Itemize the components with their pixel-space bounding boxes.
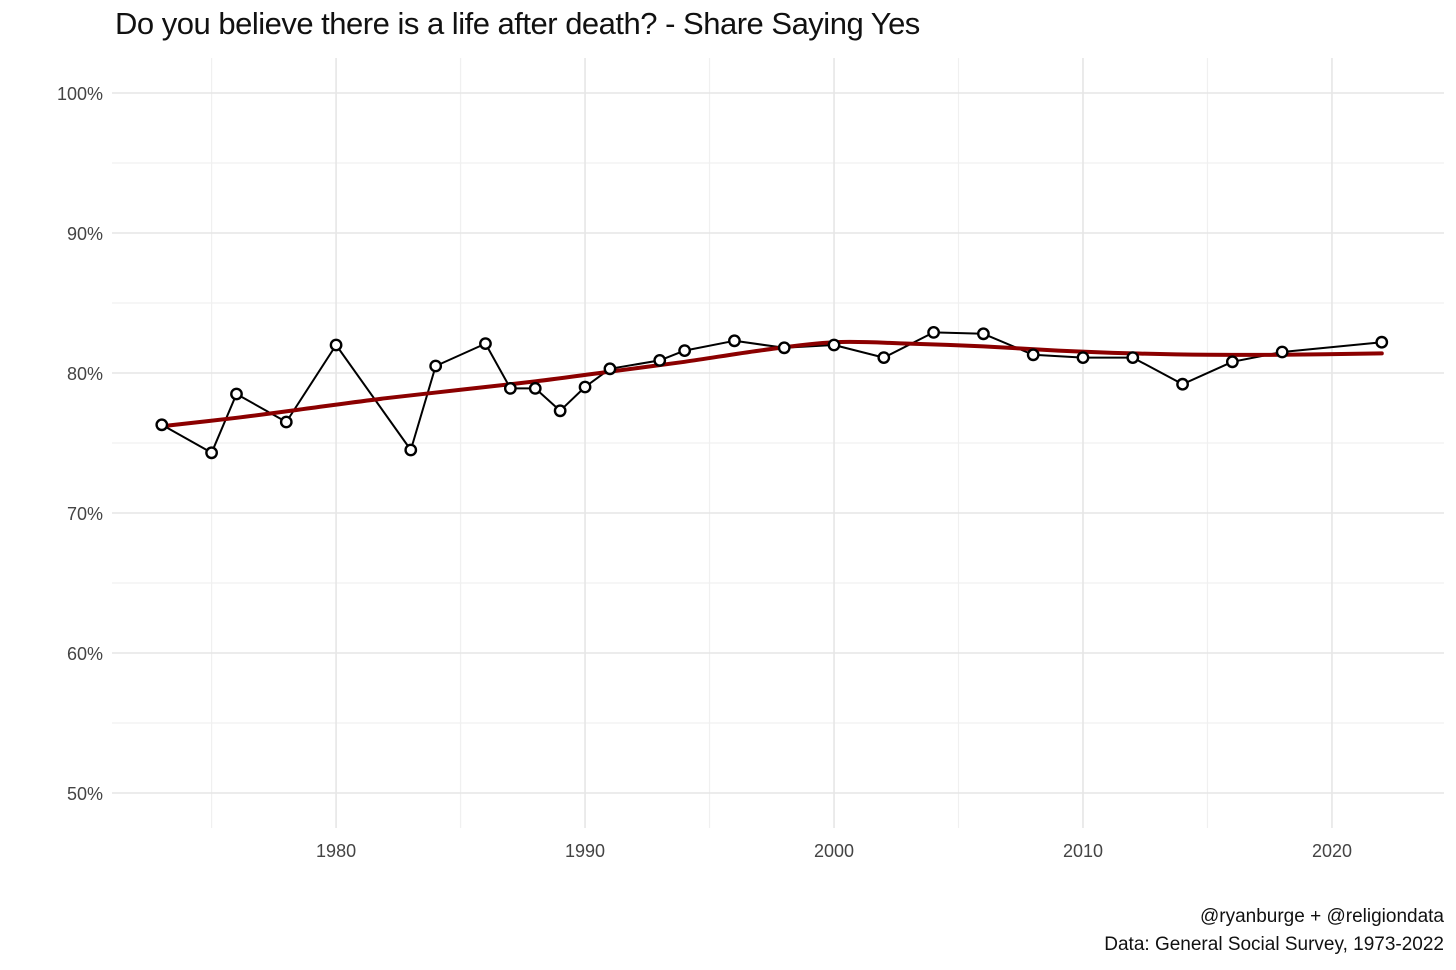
data-point <box>653 353 667 367</box>
major-gridlines <box>112 58 1444 828</box>
data-point <box>1225 355 1239 369</box>
data-point <box>603 362 617 376</box>
y-tick-label: 70% <box>67 504 103 524</box>
data-point <box>329 338 343 352</box>
data-point <box>528 381 542 395</box>
data-point <box>1126 351 1140 364</box>
data-point <box>1076 351 1090 364</box>
data-point <box>279 415 293 429</box>
y-tick-label: 60% <box>67 644 103 664</box>
data-point <box>977 327 990 341</box>
caption-source: Data: General Social Survey, 1973-2022 <box>1104 934 1444 955</box>
data-point <box>728 334 741 348</box>
data-point <box>827 338 841 352</box>
x-tick-label: 2000 <box>814 841 854 861</box>
minor-gridlines <box>112 58 1444 828</box>
data-point <box>230 387 243 401</box>
chart-title: Do you believe there is a life after dea… <box>115 6 920 41</box>
data-point <box>429 359 443 373</box>
x-tick-label: 1990 <box>565 841 605 861</box>
data-point <box>578 380 592 394</box>
y-tick-label: 80% <box>67 364 103 384</box>
x-axis: 1980 1990 2000 2010 2020 <box>316 841 1352 861</box>
x-tick-label: 1980 <box>316 841 356 861</box>
data-point <box>877 351 891 364</box>
y-tick-label: 100% <box>57 84 103 104</box>
data-point <box>1375 335 1389 349</box>
data-point <box>1176 377 1189 391</box>
x-tick-label: 2010 <box>1063 841 1103 861</box>
data-point <box>1026 348 1040 362</box>
data-point <box>927 325 941 339</box>
data-point <box>1275 345 1289 359</box>
trend-line <box>159 339 1384 429</box>
series-line <box>161 331 1382 454</box>
caption: @ryanburge + @religiondata Data: General… <box>1104 903 1444 959</box>
y-axis: 50% 60% 70% 80% 90% 100% <box>57 84 103 804</box>
data-point <box>205 446 218 460</box>
data-point <box>503 381 517 395</box>
data-point <box>678 344 692 357</box>
data-point <box>479 337 492 350</box>
data-point <box>155 418 169 432</box>
y-tick-label: 90% <box>67 224 103 244</box>
x-tick-label: 2020 <box>1312 841 1352 861</box>
data-point <box>553 404 567 418</box>
data-point <box>404 443 418 457</box>
y-tick-label: 50% <box>67 784 103 804</box>
data-point <box>777 341 791 355</box>
series-layer <box>155 325 1389 460</box>
caption-credit: @ryanburge + @religiondata <box>1199 906 1444 927</box>
